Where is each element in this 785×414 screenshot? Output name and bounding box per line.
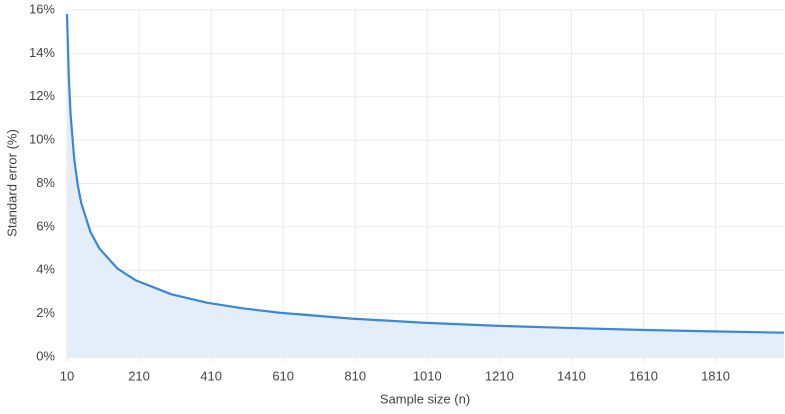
x-tick-label: 810	[344, 368, 366, 383]
line	[65, 14, 785, 334]
area-fill	[67, 14, 784, 358]
x-tick-label: 1210	[485, 368, 514, 383]
x-tick-label: 410	[200, 368, 222, 383]
y-tick-label: 6%	[36, 218, 55, 233]
x-tick-label: 1010	[413, 368, 442, 383]
y-tick-label: 8%	[36, 175, 55, 190]
x-tick-label: 210	[128, 368, 150, 383]
x-tick-label: 1410	[557, 368, 586, 383]
y-axis-label: Standard error (%)	[4, 129, 19, 237]
y-tick-label: 12%	[29, 88, 55, 103]
y-tick-label: 10%	[29, 132, 55, 147]
y-tick-label: 4%	[36, 262, 55, 277]
x-tick-label: 1610	[629, 368, 658, 383]
x-tick-label: 610	[272, 368, 294, 383]
y-tick-label: 16%	[29, 1, 55, 16]
y-tick-label: 0%	[36, 348, 55, 363]
x-tick-label: 10	[60, 368, 74, 383]
x-tick-label: 1810	[701, 368, 730, 383]
x-axis-label: Sample size (n)	[380, 391, 470, 406]
y-tick-label: 2%	[36, 305, 55, 320]
y-tick-label: 14%	[29, 45, 55, 60]
